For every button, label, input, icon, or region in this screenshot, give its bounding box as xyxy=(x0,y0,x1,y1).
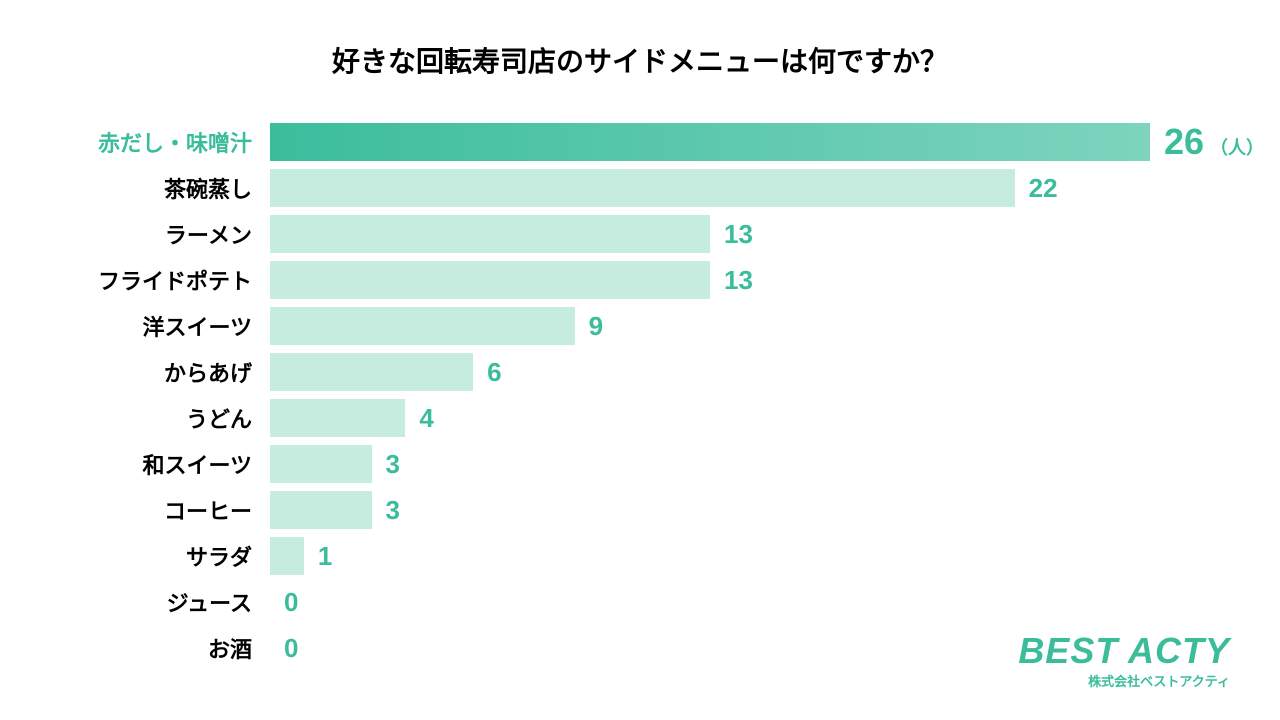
brand-logo: BEST ACTY 株式会社ベストアクティ xyxy=(1018,636,1230,690)
bar-label: 茶碗蒸し xyxy=(60,172,270,204)
bar-value: 0 xyxy=(284,633,298,664)
bar-area: 13 xyxy=(270,215,1220,253)
bar-row: 茶碗蒸し 22 xyxy=(60,166,1220,210)
chart-title: 好きな回転寿司店のサイドメニューは何ですか？ xyxy=(60,40,1220,80)
logo-main-text: BEST ACTY xyxy=(1018,636,1230,667)
bar-row: うどん 4 xyxy=(60,396,1220,440)
bar-value-number: 13 xyxy=(724,219,753,250)
bar-area: 3 xyxy=(270,491,1220,529)
bar xyxy=(270,491,372,529)
bar xyxy=(270,261,710,299)
bar xyxy=(270,123,1150,161)
bar xyxy=(270,215,710,253)
bar xyxy=(270,537,304,575)
bar-label: 赤だし・味噌汁 xyxy=(60,126,270,158)
bar-label: フライドポテト xyxy=(60,264,270,296)
bar-row: サラダ 1 xyxy=(60,534,1220,578)
bar-value-number: 6 xyxy=(487,357,501,388)
bar-value-number: 3 xyxy=(386,449,400,480)
bar-label: お酒 xyxy=(60,632,270,664)
bar xyxy=(270,307,575,345)
bar xyxy=(270,353,473,391)
bar-label: 和スイーツ xyxy=(60,448,270,480)
bar-value: 26（人） xyxy=(1164,121,1264,163)
bar-area: 0 xyxy=(270,583,1220,621)
bar-area: 9 xyxy=(270,307,1220,345)
bar-value: 13 xyxy=(724,265,753,296)
bar-row: 和スイーツ 3 xyxy=(60,442,1220,486)
bar-value: 13 xyxy=(724,219,753,250)
bar-label: ラーメン xyxy=(60,218,270,250)
bar-value: 9 xyxy=(589,311,603,342)
bar-value-number: 13 xyxy=(724,265,753,296)
bar-row: 洋スイーツ 9 xyxy=(60,304,1220,348)
bar-value-number: 0 xyxy=(284,633,298,664)
bar-row: ラーメン 13 xyxy=(60,212,1220,256)
unit-label: （人） xyxy=(1210,134,1264,160)
bar-value: 22 xyxy=(1029,173,1058,204)
bar xyxy=(270,445,372,483)
bar-value-number: 1 xyxy=(318,541,332,572)
bar-label: うどん xyxy=(60,402,270,434)
bar-area: 26（人） xyxy=(270,121,1264,163)
bar-label: コーヒー xyxy=(60,494,270,526)
bar-area: 13 xyxy=(270,261,1220,299)
bar-value: 3 xyxy=(386,449,400,480)
bar-label: ジュース xyxy=(60,586,270,618)
bar-value-number: 3 xyxy=(386,495,400,526)
bar-area: 3 xyxy=(270,445,1220,483)
bar-label: サラダ xyxy=(60,540,270,572)
bar-row: フライドポテト 13 xyxy=(60,258,1220,302)
bar-label: からあげ xyxy=(60,356,270,388)
bar-label: 洋スイーツ xyxy=(60,310,270,342)
bar-area: 4 xyxy=(270,399,1220,437)
bar-chart: 赤だし・味噌汁26（人）茶碗蒸し22ラーメン13フライドポテト13洋スイーツ9か… xyxy=(60,120,1220,670)
bar-value-number: 4 xyxy=(419,403,433,434)
bar-value: 1 xyxy=(318,541,332,572)
bar-row: からあげ 6 xyxy=(60,350,1220,394)
bar-area: 1 xyxy=(270,537,1220,575)
bar-value-number: 0 xyxy=(284,587,298,618)
bar-row: ジュース 0 xyxy=(60,580,1220,624)
bar-row: 赤だし・味噌汁26（人） xyxy=(60,120,1220,164)
bar-value: 4 xyxy=(419,403,433,434)
bar-value: 3 xyxy=(386,495,400,526)
bar-value: 0 xyxy=(284,587,298,618)
bar xyxy=(270,399,405,437)
bar-value: 6 xyxy=(487,357,501,388)
bar-area: 6 xyxy=(270,353,1220,391)
bar xyxy=(270,169,1015,207)
bar-value-number: 22 xyxy=(1029,173,1058,204)
logo-sub-text: 株式会社ベストアクティ xyxy=(1018,671,1230,690)
bar-value-number: 26 xyxy=(1164,121,1204,163)
chart-container: 好きな回転寿司店のサイドメニューは何ですか？ 赤だし・味噌汁 26（人） 茶碗蒸し 2… xyxy=(0,0,1280,720)
bar-value-number: 9 xyxy=(589,311,603,342)
bar-area: 22 xyxy=(270,169,1220,207)
bar-row: コーヒー 3 xyxy=(60,488,1220,532)
